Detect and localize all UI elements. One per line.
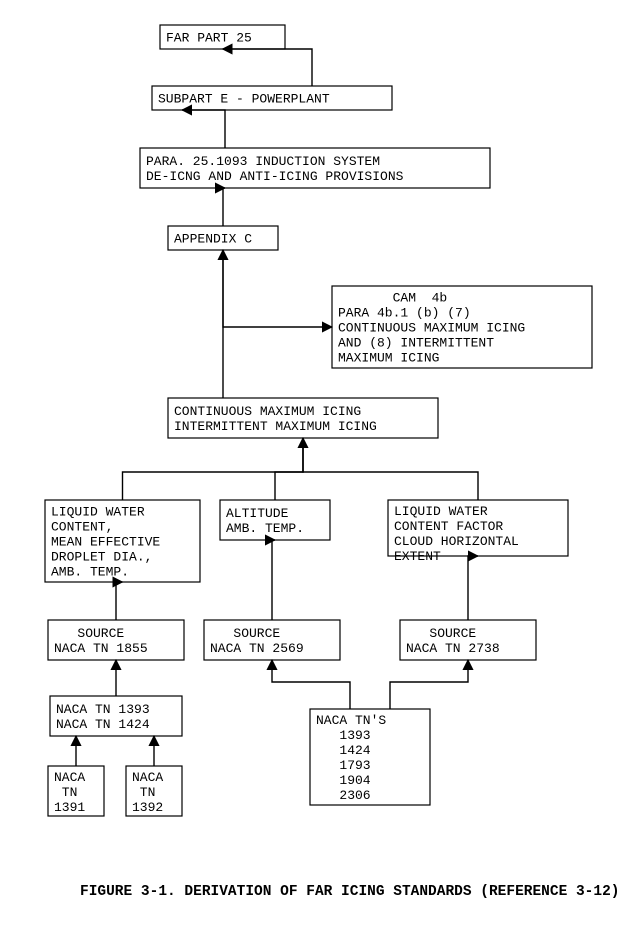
node-tn1391-line-0: NACA: [54, 770, 85, 785]
edge-src1-lwc: [116, 582, 123, 620]
node-tn1392: NACA TN1392: [126, 766, 182, 816]
node-alt-line-1: AMB. TEMP.: [226, 521, 304, 536]
node-tn1392-line-1: TN: [132, 785, 155, 800]
node-tnlist-line-5: 2306: [316, 788, 371, 803]
node-para-line-0: PARA. 25.1093 INDUCTION SYSTEM: [146, 154, 380, 169]
node-tn1392-line-0: NACA: [132, 770, 163, 785]
edge-appendix-para: [223, 188, 225, 226]
edge-lwc-contint: [123, 438, 304, 500]
node-contint-line-0: CONTINUOUS MAXIMUM ICING: [174, 404, 361, 419]
node-cam-line-2: CONTINUOUS MAXIMUM ICING: [338, 321, 525, 336]
node-tn13931424-line-1: NACA TN 1424: [56, 717, 150, 732]
node-tn13931424: NACA TN 1393NACA TN 1424: [50, 696, 182, 736]
node-factor-line-1: CONTENT FACTOR: [394, 519, 503, 534]
edge-src2-alt: [272, 540, 275, 620]
node-src1-line-0: SOURCE: [54, 626, 124, 641]
node-cam-line-4: MAXIMUM ICING: [338, 351, 439, 366]
node-factor: LIQUID WATERCONTENT FACTORCLOUD HORIZONT…: [388, 500, 568, 564]
node-appendix: APPENDIX C: [168, 226, 278, 250]
node-tn1391: NACA TN1391: [48, 766, 104, 816]
node-tn13931424-line-0: NACA TN 1393: [56, 702, 150, 717]
node-subpart-line-0: SUBPART E - POWERPLANT: [158, 92, 330, 107]
node-cam-line-0: CAM 4b: [338, 291, 447, 306]
node-factor-line-0: LIQUID WATER: [394, 504, 488, 519]
node-tn1391-line-2: 1391: [54, 800, 85, 815]
edge-tnlist-src2: [272, 660, 350, 709]
edge-appendix-cam: [223, 250, 332, 327]
node-para: PARA. 25.1093 INDUCTION SYSTEMDE-ICNG AN…: [140, 148, 490, 188]
flowchart-svg: FAR PART 25 SUBPART E - POWERPLANT PARA. 2…: [0, 0, 625, 931]
node-tn1392-line-2: 1392: [132, 800, 163, 815]
edge-tnlist-src3: [390, 660, 468, 709]
edge-para-subpart: [182, 110, 225, 148]
node-para-line-1: DE-ICNG AND ANTI-ICING PROVISIONS: [146, 169, 404, 184]
node-lwc-line-1: CONTENT,: [51, 520, 113, 535]
node-src2-line-0: SOURCE: [210, 626, 280, 641]
node-far: FAR PART 25: [160, 25, 285, 49]
node-lwc-line-4: AMB. TEMP.: [51, 565, 129, 580]
node-cam: CAM 4bPARA 4b.1 (b) (7)CONTINUOUS MAXIMU…: [332, 286, 592, 368]
node-factor-line-2: CLOUD HORIZONTAL: [394, 534, 519, 549]
edge-alt-contint: [275, 438, 303, 500]
node-src1-line-1: NACA TN 1855: [54, 641, 148, 656]
node-lwc-line-0: LIQUID WATER: [51, 505, 145, 520]
edge-subpart-far: [223, 49, 313, 86]
node-tnlist-line-1: 1393: [316, 728, 371, 743]
figure-caption: FIGURE 3-1. DERIVATION OF FAR ICING STAN…: [80, 884, 620, 900]
node-lwc-line-3: DROPLET DIA.,: [51, 550, 152, 565]
node-tnlist-line-0: NACA TN'S: [316, 713, 386, 728]
node-contint: CONTINUOUS MAXIMUM ICINGINTERMITTENT MAX…: [168, 398, 438, 438]
edge-factor-contint: [303, 438, 478, 500]
node-tnlist-line-3: 1793: [316, 758, 371, 773]
node-alt-line-0: ALTITUDE: [226, 506, 289, 521]
node-contint-line-1: INTERMITTENT MAXIMUM ICING: [174, 419, 377, 434]
node-tnlist: NACA TN'S 1393 1424 1793 1904 2306: [310, 709, 430, 805]
node-src3: SOURCENACA TN 2738: [400, 620, 536, 660]
node-subpart: SUBPART E - POWERPLANT: [152, 86, 392, 110]
node-tnlist-line-4: 1904: [316, 773, 371, 788]
edge-src3-factor: [468, 556, 478, 620]
node-tn1391-line-1: TN: [54, 785, 77, 800]
node-tnlist-line-2: 1424: [316, 743, 371, 758]
node-src1: SOURCENACA TN 1855: [48, 620, 184, 660]
node-cam-line-1: PARA 4b.1 (b) (7): [338, 306, 471, 321]
node-far-line-0: FAR PART 25: [166, 31, 252, 46]
node-cam-line-3: AND (8) INTERMITTENT: [338, 336, 494, 351]
node-src3-line-0: SOURCE: [406, 626, 476, 641]
node-src3-line-1: NACA TN 2738: [406, 641, 500, 656]
node-factor-line-3: EXTENT: [394, 549, 441, 564]
node-lwc: LIQUID WATERCONTENT,MEAN EFFECTIVEDROPLE…: [45, 500, 200, 582]
node-src2: SOURCENACA TN 2569: [204, 620, 340, 660]
node-alt: ALTITUDEAMB. TEMP.: [220, 500, 330, 540]
node-appendix-line-0: APPENDIX C: [174, 232, 252, 247]
node-src2-line-1: NACA TN 2569: [210, 641, 304, 656]
node-lwc-line-2: MEAN EFFECTIVE: [51, 535, 160, 550]
